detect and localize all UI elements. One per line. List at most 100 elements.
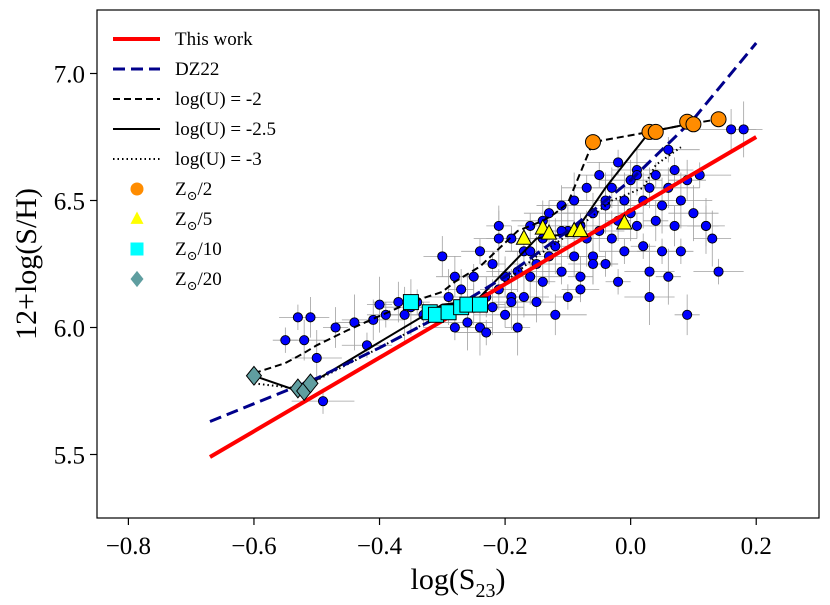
- y-tick-label: 6.0: [54, 316, 85, 343]
- observation-point: [726, 124, 737, 135]
- legend-label: Z⊙/20: [175, 269, 222, 293]
- marker-z-twentieth: [245, 365, 263, 386]
- observation-point: [644, 266, 655, 277]
- legend-label: log(U) = -2.5: [175, 119, 276, 140]
- marker-z-tenth: [471, 296, 488, 313]
- observation-point: [581, 182, 592, 193]
- observation-point: [437, 251, 448, 262]
- observation-point: [713, 266, 724, 277]
- observation-point: [330, 322, 341, 333]
- observation-point: [487, 302, 498, 313]
- observation-point: [537, 276, 548, 287]
- legend-label: log(U) = -2: [175, 89, 262, 110]
- observation-point: [650, 215, 661, 226]
- dz22-fit-line: [209, 42, 758, 423]
- legend-label: This work: [175, 29, 253, 50]
- observation-point: [525, 271, 536, 282]
- observation-point: [311, 352, 322, 364]
- marker-z-twentieth: [302, 373, 319, 394]
- observation-point: [506, 297, 517, 308]
- x-tick-label: −0.8: [106, 533, 151, 560]
- x-tick-label: 0.2: [741, 533, 772, 560]
- observation-point: [600, 258, 611, 270]
- observation-point: [575, 284, 586, 295]
- observation-point: [675, 246, 686, 257]
- observation-point: [738, 124, 749, 135]
- observation-point: [663, 144, 674, 155]
- marker-z-fifth: [572, 221, 589, 238]
- observation-point: [456, 284, 467, 295]
- observation-point: [644, 182, 655, 193]
- observation-point: [474, 246, 486, 257]
- observation-point: [449, 322, 460, 333]
- observation-point: [669, 164, 680, 176]
- observation-point: [393, 297, 404, 308]
- marker-z-half: [647, 123, 664, 140]
- y-tick-label: 7.0: [54, 62, 85, 89]
- legend-label: Z⊙/5: [175, 209, 212, 233]
- legend-label: Z⊙/2: [175, 179, 212, 203]
- marker-z-half: [584, 134, 601, 151]
- observation-point: [656, 200, 668, 211]
- x-tick-label: 0.0: [615, 533, 646, 560]
- observation-point: [525, 220, 536, 231]
- observation-point: [619, 246, 630, 257]
- marker-z-half: [710, 111, 727, 128]
- observation-point: [500, 309, 511, 320]
- observation-point: [462, 317, 473, 328]
- observation-point: [399, 309, 410, 320]
- observation-point: [613, 157, 624, 168]
- legend-swatch: [130, 211, 144, 224]
- observation-point: [374, 299, 385, 310]
- legend-swatch: [130, 242, 144, 256]
- legend-label: DZ22: [175, 59, 219, 80]
- observation-point: [682, 309, 693, 320]
- observation-point: [531, 297, 542, 308]
- observation-point: [506, 233, 517, 244]
- observation-point: [292, 312, 303, 323]
- observation-point: [317, 396, 329, 407]
- observation-point: [575, 271, 586, 282]
- observation-point: [613, 276, 624, 287]
- observation-point: [562, 291, 573, 303]
- model-markers: [245, 111, 727, 402]
- marker-z-fifth: [540, 223, 558, 240]
- observation-point: [638, 241, 649, 252]
- observation-point: [280, 335, 291, 346]
- observation-point: [487, 258, 498, 270]
- observation-point: [675, 195, 686, 206]
- x-tick-label: −0.2: [482, 533, 527, 560]
- y-axis-title: 12+log(S/H): [10, 188, 43, 340]
- observation-point: [594, 170, 605, 181]
- observation-point: [669, 220, 680, 231]
- observation-point: [650, 170, 661, 181]
- observation-point: [481, 327, 492, 338]
- observation-point: [305, 312, 316, 323]
- observation-point: [587, 258, 599, 270]
- x-axis-ticks: −0.8 −0.6 −0.4 −0.2 0.0 0.2: [106, 518, 772, 560]
- observation-point: [556, 266, 567, 277]
- legend-label: log(U) = -3: [175, 149, 262, 170]
- x-tick-label: −0.6: [231, 533, 276, 560]
- legend-swatch: [130, 270, 144, 288]
- observation-point: [550, 309, 561, 320]
- observation-point: [663, 271, 674, 282]
- observation-point: [493, 233, 504, 244]
- y-tick-label: 5.5: [54, 443, 85, 470]
- y-tick-label: 6.5: [54, 189, 85, 216]
- observation-point: [569, 251, 580, 262]
- observation-point: [468, 271, 479, 282]
- model-line-logU-2: [253, 118, 719, 375]
- observation-point: [631, 220, 642, 231]
- legend: This work DZ22 log(U) = -2 log(U) = -2.5 log…: [113, 29, 276, 293]
- observation-point: [688, 208, 699, 219]
- plot-frame: [96, 9, 820, 519]
- observation-point: [493, 220, 504, 231]
- observation-point: [443, 291, 454, 303]
- observation-point: [606, 182, 617, 193]
- marker-z-fifth: [616, 213, 633, 230]
- observation-points: [280, 124, 749, 407]
- observation-point: [656, 246, 668, 257]
- observation-point: [518, 291, 529, 303]
